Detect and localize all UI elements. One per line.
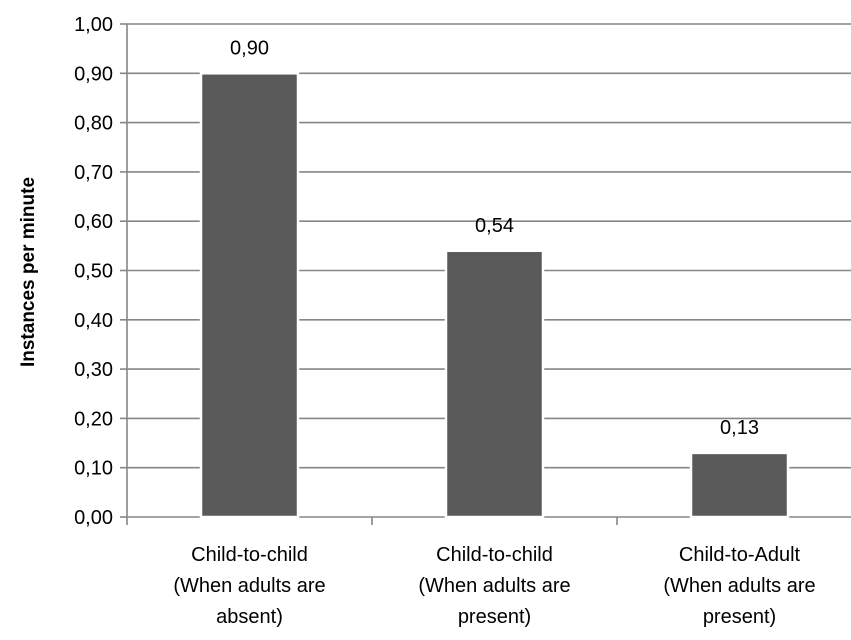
x-category-label: Child-to-Adult xyxy=(679,544,801,566)
y-tick-label: 0,10 xyxy=(74,458,113,480)
y-tick-label: 0,00 xyxy=(74,507,113,529)
x-category-label: Child-to-child xyxy=(191,544,308,566)
x-category-label: (When adults are xyxy=(418,575,570,597)
x-category-label: present) xyxy=(458,606,531,628)
y-tick-label: 0,20 xyxy=(74,408,113,430)
x-category-label: absent) xyxy=(216,606,283,628)
y-axis-label: Instances per minute xyxy=(18,177,39,367)
y-tick-label: 0,80 xyxy=(74,113,113,135)
data-label: 0,90 xyxy=(230,37,269,59)
x-category-label: present) xyxy=(703,606,776,628)
data-label: 0,54 xyxy=(475,215,514,237)
y-tick-label: 0,70 xyxy=(74,162,113,184)
bar xyxy=(689,451,790,519)
x-category-label: (When adults are xyxy=(663,575,815,597)
x-category-label: (When adults are xyxy=(173,575,325,597)
y-tick-label: 0,50 xyxy=(74,261,113,283)
y-tick-label: 1,00 xyxy=(74,14,113,36)
y-tick-label: 0,30 xyxy=(74,359,113,381)
x-category-label: Child-to-child xyxy=(436,544,553,566)
y-tick-label: 0,90 xyxy=(74,63,113,85)
bar xyxy=(199,72,300,519)
bars xyxy=(199,72,790,519)
y-tick-label: 0,60 xyxy=(74,211,113,233)
data-label: 0,13 xyxy=(720,417,759,439)
bar xyxy=(444,249,545,519)
y-tick-label: 0,40 xyxy=(74,310,113,332)
labels: 0,00 0,10 0,20 0,30 0,40 0,50 0,60 0,70 0,80 0,90… xyxy=(74,14,816,628)
